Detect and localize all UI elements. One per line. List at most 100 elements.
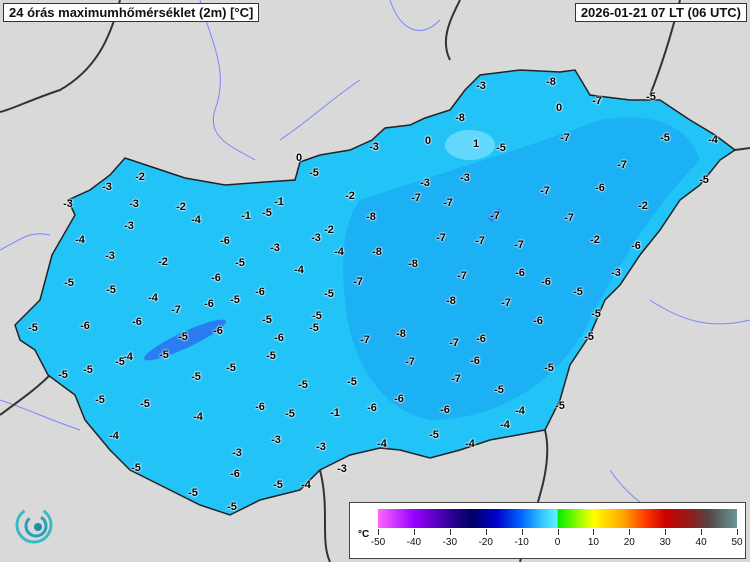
station-value: -5 bbox=[58, 369, 68, 381]
station-value: -7 bbox=[617, 159, 627, 171]
legend-tick bbox=[665, 529, 667, 535]
station-value: -3 bbox=[124, 220, 134, 232]
legend-tick-label: 10 bbox=[587, 537, 599, 548]
station-value: -6 bbox=[470, 355, 480, 367]
station-value: -3 bbox=[232, 447, 242, 459]
station-value: -7 bbox=[436, 232, 446, 244]
station-value: -5 bbox=[273, 479, 283, 491]
legend-tick bbox=[701, 529, 703, 535]
station-value: -6 bbox=[595, 182, 605, 194]
station-value: 0 bbox=[555, 102, 563, 114]
station-value: -3 bbox=[270, 242, 280, 254]
station-value: -2 bbox=[590, 234, 600, 246]
legend-tick bbox=[521, 529, 523, 535]
legend-colorbar bbox=[378, 509, 737, 528]
legend-tick bbox=[557, 529, 559, 535]
station-value: -7 bbox=[171, 304, 181, 316]
station-value: -4 bbox=[75, 234, 85, 246]
station-value: -5 bbox=[95, 394, 105, 406]
station-value: -4 bbox=[465, 438, 475, 450]
station-value: -6 bbox=[274, 332, 284, 344]
station-value: -7 bbox=[514, 239, 524, 251]
map-title: 24 órás maximumhőmérséklet (2m) [°C] bbox=[3, 3, 260, 22]
station-value: -2 bbox=[638, 200, 648, 212]
station-value: -5 bbox=[429, 429, 439, 441]
station-value: -3 bbox=[102, 181, 112, 193]
station-value: -5 bbox=[131, 462, 141, 474]
station-value: -6 bbox=[367, 402, 377, 414]
station-value: -3 bbox=[316, 441, 326, 453]
station-value: -8 bbox=[408, 258, 418, 270]
station-value: 0 bbox=[424, 135, 432, 147]
station-value: -8 bbox=[396, 328, 406, 340]
station-value: -7 bbox=[457, 270, 467, 282]
lake-tisza bbox=[488, 208, 502, 222]
station-value: -7 bbox=[592, 95, 602, 107]
station-value: -2 bbox=[158, 256, 168, 268]
station-value: -7 bbox=[411, 192, 421, 204]
station-value: -3 bbox=[369, 141, 379, 153]
station-value: -5 bbox=[584, 331, 594, 343]
station-value: -2 bbox=[345, 190, 355, 202]
legend-tick bbox=[737, 529, 738, 535]
legend-tick-label: 50 bbox=[731, 537, 743, 548]
station-value: -3 bbox=[129, 198, 139, 210]
station-value: -5 bbox=[115, 356, 125, 368]
station-value: -7 bbox=[490, 210, 500, 222]
station-value: -5 bbox=[235, 257, 245, 269]
warm-spot bbox=[445, 130, 495, 160]
station-value: -5 bbox=[28, 322, 38, 334]
station-value: -6 bbox=[440, 404, 450, 416]
station-value: -4 bbox=[193, 411, 203, 423]
station-value: -5 bbox=[191, 371, 201, 383]
station-value: -7 bbox=[564, 212, 574, 224]
station-value: -2 bbox=[176, 201, 186, 213]
station-value: -4 bbox=[191, 214, 201, 226]
station-value: -5 bbox=[178, 331, 188, 343]
station-value: -5 bbox=[230, 294, 240, 306]
lake-balaton bbox=[144, 319, 226, 361]
station-value: -5 bbox=[496, 142, 506, 154]
station-value: -8 bbox=[372, 246, 382, 258]
station-value: -6 bbox=[220, 235, 230, 247]
station-value: -6 bbox=[394, 393, 404, 405]
station-value: -4 bbox=[708, 134, 718, 146]
legend-tick-label: -30 bbox=[442, 537, 458, 548]
legend-tick-label: -10 bbox=[514, 537, 529, 548]
colder-region bbox=[343, 117, 700, 420]
station-value: -5 bbox=[699, 174, 709, 186]
station-value: -6 bbox=[476, 333, 486, 345]
station-value: -5 bbox=[262, 207, 272, 219]
station-value: -2 bbox=[135, 171, 145, 183]
station-value: -6 bbox=[515, 267, 525, 279]
station-value: -5 bbox=[285, 408, 295, 420]
station-value: -7 bbox=[353, 276, 363, 288]
station-value: -6 bbox=[80, 320, 90, 332]
legend-tick bbox=[378, 529, 379, 535]
station-value: -6 bbox=[211, 272, 221, 284]
station-value: -5 bbox=[298, 379, 308, 391]
station-value: -5 bbox=[106, 284, 116, 296]
station-value: -7 bbox=[405, 356, 415, 368]
station-value: -3 bbox=[420, 177, 430, 189]
station-value: -7 bbox=[451, 373, 461, 385]
legend-tick-label: -50 bbox=[370, 537, 386, 548]
station-value: -4 bbox=[515, 405, 525, 417]
station-value: -5 bbox=[494, 384, 504, 396]
station-value: -2 bbox=[324, 224, 334, 236]
station-value: -6 bbox=[541, 276, 551, 288]
station-value: -5 bbox=[159, 349, 169, 361]
station-value: -5 bbox=[591, 308, 601, 320]
station-value: -5 bbox=[646, 91, 656, 103]
station-value: -4 bbox=[109, 430, 119, 442]
station-value: -5 bbox=[312, 310, 322, 322]
station-value: -6 bbox=[204, 298, 214, 310]
station-value: -7 bbox=[560, 132, 570, 144]
legend-tick-label: 40 bbox=[695, 537, 707, 548]
station-value: -7 bbox=[360, 334, 370, 346]
legend-tick-label: 20 bbox=[623, 537, 635, 548]
station-value: -3 bbox=[611, 267, 621, 279]
station-value: -5 bbox=[140, 398, 150, 410]
station-value: -4 bbox=[301, 479, 311, 491]
